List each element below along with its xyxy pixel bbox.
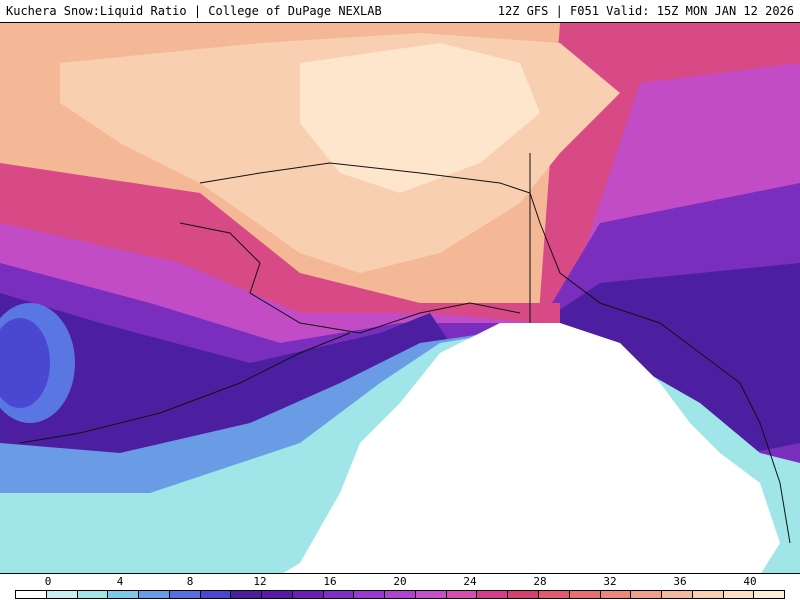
colorbar-cell bbox=[292, 591, 324, 598]
colorbar-cell bbox=[77, 591, 109, 598]
colorbar-label: 4 bbox=[116, 575, 124, 588]
colorbar-cell bbox=[539, 591, 570, 598]
field-light-core bbox=[300, 43, 540, 193]
colorbar-cell bbox=[231, 591, 263, 598]
colorbar-cell bbox=[200, 591, 232, 598]
colorbar-cell bbox=[354, 591, 386, 598]
colorbar-cell bbox=[569, 591, 601, 598]
field-blue-inner bbox=[0, 318, 50, 408]
colorbar-cell bbox=[169, 591, 201, 598]
model-run-info: 12Z GFS | F051 Valid: 15Z MON JAN 12 202… bbox=[497, 4, 794, 18]
colorbar-label: 28 bbox=[533, 575, 547, 588]
colorbar: 0 4 8 12 16 20 24 28 32 36 40 bbox=[0, 574, 800, 600]
colorbar-cell bbox=[723, 591, 755, 598]
colorbar-cell bbox=[662, 591, 693, 598]
weather-map[interactable] bbox=[0, 22, 800, 574]
colorbar-cell bbox=[508, 591, 540, 598]
map-header: Kuchera Snow:Liquid Ratio | College of D… bbox=[0, 0, 800, 22]
snow-ratio-field bbox=[0, 23, 800, 573]
colorbar-cell bbox=[385, 591, 416, 598]
colorbar-label: 24 bbox=[463, 575, 477, 588]
colorbar-cell bbox=[600, 591, 632, 598]
colorbar-cell bbox=[108, 591, 140, 598]
product-title: Kuchera Snow:Liquid Ratio | College of D… bbox=[6, 4, 382, 18]
colorbar-cell bbox=[262, 591, 293, 598]
colorbar-cell bbox=[477, 591, 509, 598]
field-deep-purple-west bbox=[0, 293, 450, 493]
colorbar-label: 0 bbox=[44, 575, 52, 588]
colorbar-cell bbox=[46, 591, 78, 598]
colorbar-cell bbox=[754, 591, 785, 598]
field-ocean-none bbox=[283, 323, 780, 573]
colorbar-cell bbox=[446, 591, 478, 598]
colorbar-labels: 0 4 8 12 16 20 24 28 32 36 40 bbox=[0, 575, 800, 589]
colorbar-label: 12 bbox=[253, 575, 267, 588]
colorbar-label: 36 bbox=[673, 575, 687, 588]
colorbar-cell bbox=[139, 591, 170, 598]
coastlines bbox=[19, 153, 791, 544]
colorbar-label: 8 bbox=[186, 575, 194, 588]
colorbar-label: 40 bbox=[743, 575, 757, 588]
colorbar-cell bbox=[692, 591, 724, 598]
colorbar-scale bbox=[15, 590, 785, 599]
colorbar-cell bbox=[415, 591, 447, 598]
colorbar-label: 16 bbox=[323, 575, 337, 588]
colorbar-cell bbox=[16, 591, 47, 598]
colorbar-label: 20 bbox=[393, 575, 407, 588]
colorbar-cell bbox=[631, 591, 663, 598]
colorbar-label: 32 bbox=[603, 575, 617, 588]
colorbar-cell bbox=[323, 591, 355, 598]
